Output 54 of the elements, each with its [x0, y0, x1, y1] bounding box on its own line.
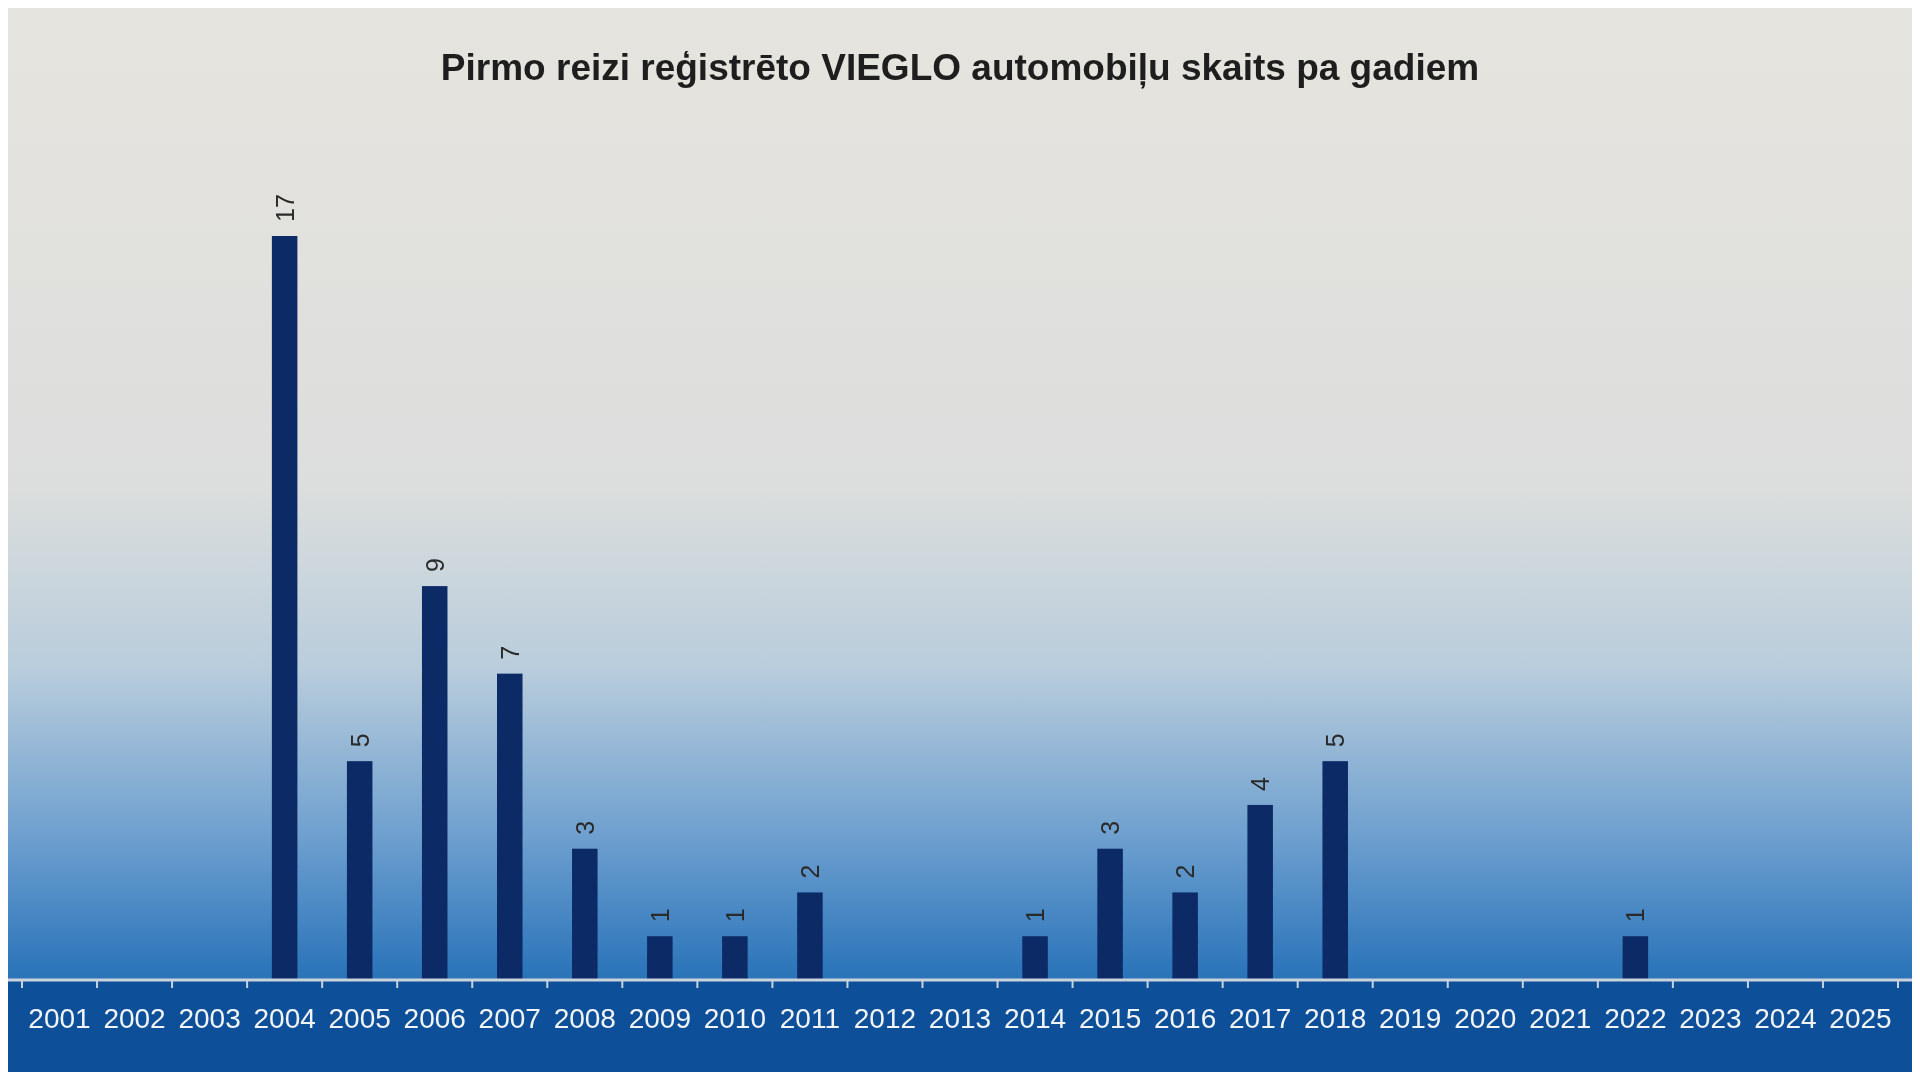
x-tick-label: 2001	[28, 1003, 91, 1034]
data-label: 2	[1171, 864, 1200, 879]
data-label: 3	[1096, 820, 1125, 835]
bar	[647, 936, 673, 980]
x-tick-label: 2009	[628, 1003, 691, 1034]
bar	[1247, 804, 1273, 980]
x-tick-label: 2008	[553, 1003, 616, 1034]
chart-title: Pirmo reizi reģistrēto VIEGLO automobiļu skaits pa gadiem	[440, 47, 1480, 89]
bar	[572, 848, 598, 980]
data-label: 17	[270, 194, 299, 222]
bar	[497, 673, 523, 980]
data-label: 9	[420, 558, 449, 573]
x-tick-label: 2024	[1754, 1003, 1817, 1034]
data-label: 2	[795, 864, 824, 879]
data-label: 5	[345, 733, 374, 748]
x-tick-label: 2015	[1078, 1003, 1142, 1034]
x-tick-label: 2010	[703, 1003, 767, 1034]
bar	[1322, 761, 1348, 980]
x-tick-label: 2002	[103, 1003, 166, 1034]
x-tick-label: 2017	[1229, 1003, 1292, 1034]
x-tick-label: 2025	[1829, 1003, 1892, 1034]
x-tick-label: 2018	[1304, 1003, 1367, 1034]
x-tick-label: 2011	[779, 1003, 841, 1034]
bar	[1022, 936, 1048, 980]
bar	[1097, 848, 1123, 980]
x-tick-label: 2016	[1153, 1003, 1217, 1034]
x-tick-label: 2021	[1529, 1003, 1592, 1034]
bar	[797, 892, 823, 980]
data-label: 1	[1021, 908, 1050, 923]
x-tick-label: 2005	[328, 1003, 391, 1034]
x-tick-label: 2003	[178, 1003, 241, 1034]
x-tick-label: 2004	[253, 1003, 316, 1034]
x-tick-label: 2014	[1003, 1003, 1067, 1034]
x-tick-label: 2023	[1679, 1003, 1742, 1034]
data-label: 1	[1621, 908, 1650, 923]
data-label: 7	[495, 645, 524, 660]
data-label: 3	[570, 820, 599, 835]
data-label: 5	[1321, 733, 1350, 748]
x-tick-label: 2006	[403, 1003, 466, 1034]
x-tick-label: 2022	[1604, 1003, 1667, 1034]
data-label: 1	[720, 908, 749, 923]
x-tick-label: 2007	[478, 1003, 541, 1034]
x-tick-label: 2013	[928, 1003, 992, 1034]
bar	[1622, 936, 1649, 980]
x-tick-label: 2020	[1454, 1003, 1517, 1034]
bar	[421, 586, 448, 980]
bar	[722, 936, 748, 980]
bar	[1172, 892, 1198, 980]
x-tick-label: 2019	[1379, 1003, 1442, 1034]
data-label: 1	[645, 908, 674, 923]
data-label: 4	[1246, 776, 1275, 791]
bar	[346, 761, 373, 980]
x-tick-label: 2012	[853, 1003, 917, 1034]
bar	[271, 236, 298, 980]
